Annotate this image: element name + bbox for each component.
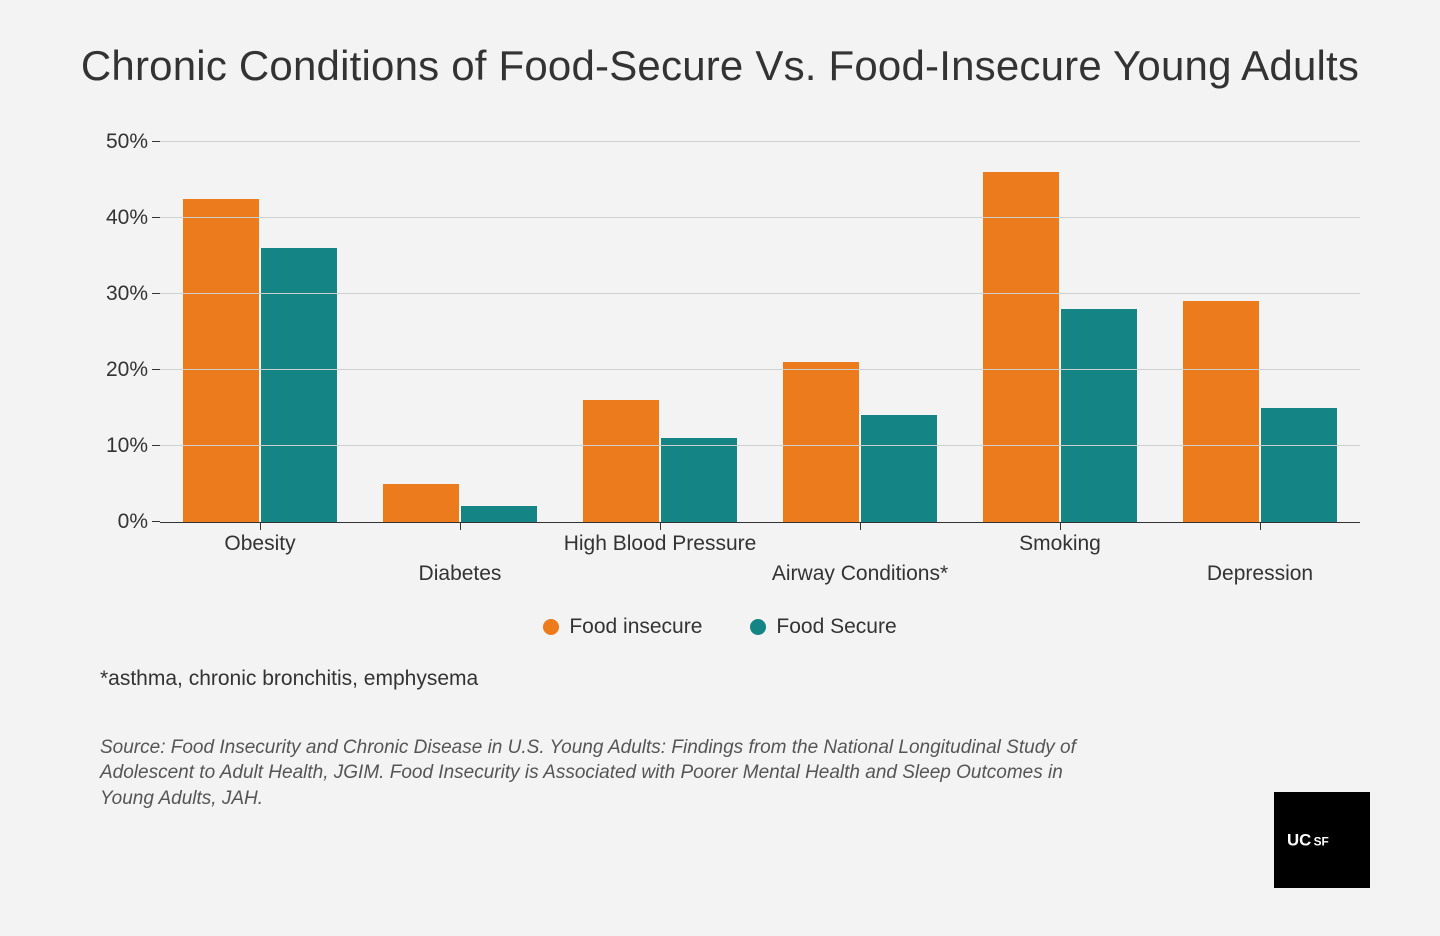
bar-group: Diabetes — [360, 143, 560, 522]
legend-label: Food Secure — [776, 615, 896, 639]
bar — [983, 172, 1059, 522]
bars — [560, 143, 760, 522]
source-text: Source: Food Insecurity and Chronic Dise… — [100, 735, 1080, 812]
chart-area: ObesityDiabetesHigh Blood PressureAirway… — [100, 143, 1360, 523]
x-tick — [260, 522, 261, 530]
x-tick — [460, 522, 461, 530]
bar — [461, 506, 537, 521]
bar — [1183, 301, 1259, 521]
bar-group: Obesity — [160, 143, 360, 522]
bar-groups: ObesityDiabetesHigh Blood PressureAirway… — [160, 143, 1360, 522]
y-tick — [152, 521, 160, 522]
plot-region: ObesityDiabetesHigh Blood PressureAirway… — [160, 143, 1360, 523]
legend: Food insecure Food Secure — [70, 615, 1370, 639]
bar-group: Airway Conditions* — [760, 143, 960, 522]
bar — [661, 438, 737, 522]
x-axis-label: Airway Conditions* — [772, 562, 948, 586]
bar — [1061, 309, 1137, 522]
bars — [1160, 143, 1360, 522]
y-tick — [152, 217, 160, 218]
x-tick — [860, 522, 861, 530]
bar — [1261, 408, 1337, 522]
svg-text:SF: SF — [1314, 835, 1329, 849]
ucsf-logo: UC SF — [1274, 792, 1370, 888]
x-tick — [1260, 522, 1261, 530]
y-axis-label: 30% — [106, 282, 148, 306]
bar — [861, 415, 937, 521]
legend-swatch — [750, 619, 766, 635]
gridline — [160, 293, 1360, 294]
gridline — [160, 217, 1360, 218]
chart-title: Chronic Conditions of Food-Secure Vs. Fo… — [70, 40, 1370, 93]
y-tick — [152, 293, 160, 294]
y-tick — [152, 141, 160, 142]
x-axis-label: Depression — [1207, 562, 1313, 586]
x-axis-label: Obesity — [224, 532, 295, 556]
gridline — [160, 141, 1360, 142]
y-axis-label: 20% — [106, 358, 148, 382]
y-axis-label: 0% — [118, 510, 148, 534]
gridline — [160, 445, 1360, 446]
bars — [160, 143, 360, 522]
bars — [960, 143, 1160, 522]
x-tick — [1060, 522, 1061, 530]
legend-item: Food insecure — [543, 615, 702, 639]
chart-container: Chronic Conditions of Food-Secure Vs. Fo… — [0, 0, 1440, 811]
x-axis-label: High Blood Pressure — [564, 532, 757, 556]
bar-group: High Blood Pressure — [560, 143, 760, 522]
legend-item: Food Secure — [750, 615, 896, 639]
bar — [183, 199, 259, 522]
x-axis-label: Diabetes — [419, 562, 502, 586]
x-axis-label: Smoking — [1019, 532, 1101, 556]
y-axis-label: 50% — [106, 130, 148, 154]
bar — [783, 362, 859, 522]
bars — [360, 143, 560, 522]
ucsf-logo-svg: UC SF — [1287, 830, 1357, 850]
y-tick — [152, 369, 160, 370]
bar — [383, 484, 459, 522]
gridline — [160, 369, 1360, 370]
bars — [760, 143, 960, 522]
bar-group: Depression — [1160, 143, 1360, 522]
y-axis-label: 10% — [106, 434, 148, 458]
x-tick — [660, 522, 661, 530]
y-tick — [152, 445, 160, 446]
footnote: *asthma, chronic bronchitis, emphysema — [100, 667, 1370, 691]
bar — [583, 400, 659, 522]
legend-label: Food insecure — [569, 615, 702, 639]
bar — [261, 248, 337, 522]
y-axis-label: 40% — [106, 206, 148, 230]
legend-swatch — [543, 619, 559, 635]
svg-text:UC: UC — [1287, 831, 1311, 850]
bar-group: Smoking — [960, 143, 1160, 522]
